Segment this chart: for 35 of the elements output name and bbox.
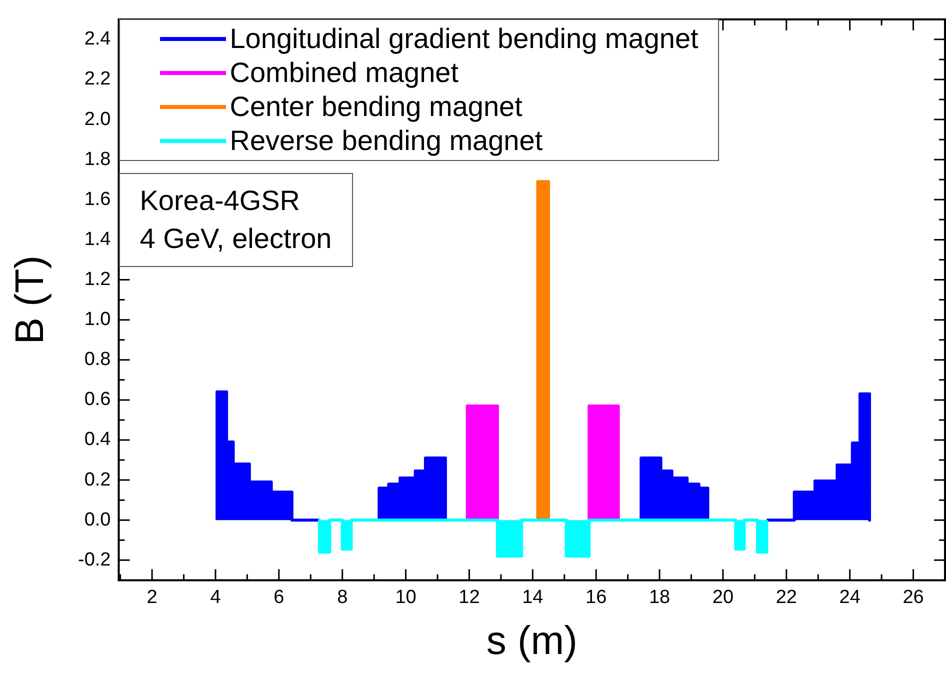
y-tick-label: -0.2 [78,549,111,570]
y-tick-label: 1.4 [84,228,112,250]
x-tick-label: 20 [712,586,734,608]
y-tick-label: 2.0 [84,108,111,130]
y-tick-label: 1.0 [84,309,111,330]
x-tick-label: 12 [458,586,480,608]
y-tick-label: 0.6 [84,389,111,410]
x-tick-label: 22 [776,586,797,608]
y-tick-label: 2.4 [84,28,112,50]
x-tick-label: 24 [839,586,861,608]
x-tick-label: 2 [146,586,158,608]
annotation: Korea-4GSR [140,184,302,218]
y-tick-label: 0.2 [84,469,111,490]
y-tick-label: 1.8 [84,148,111,170]
legend-label: Reverse bending magnet [230,124,543,158]
y-tick-label: 1.6 [84,188,111,210]
x-tick-label: 4 [210,586,222,608]
x-tick-label: 6 [274,586,284,608]
y-tick-label: 1.2 [84,269,111,290]
y-tick-label: 0.8 [84,349,111,370]
legend-label: Combined magnet [230,56,459,90]
x-tick-label: 8 [337,586,348,608]
x-tick-label: 14 [522,586,544,608]
legend-label: Center bending magnet [230,90,522,124]
y-tick-label: 2.2 [84,68,111,90]
x-tick-label: 26 [902,586,924,608]
x-tick-label: 18 [648,586,670,608]
y-tick-label: 0.4 [84,429,112,450]
y-axis-title: B (T) [8,255,52,344]
x-tick-label: 16 [586,586,607,608]
legend-label: Longitudinal gradient bending magnet [230,22,698,56]
y-tick-label: 0.0 [84,509,111,530]
x-tick-label: 10 [395,586,416,608]
annotation: 4 GeV, electron [140,222,332,256]
x-axis-title: s (m) [486,619,578,664]
